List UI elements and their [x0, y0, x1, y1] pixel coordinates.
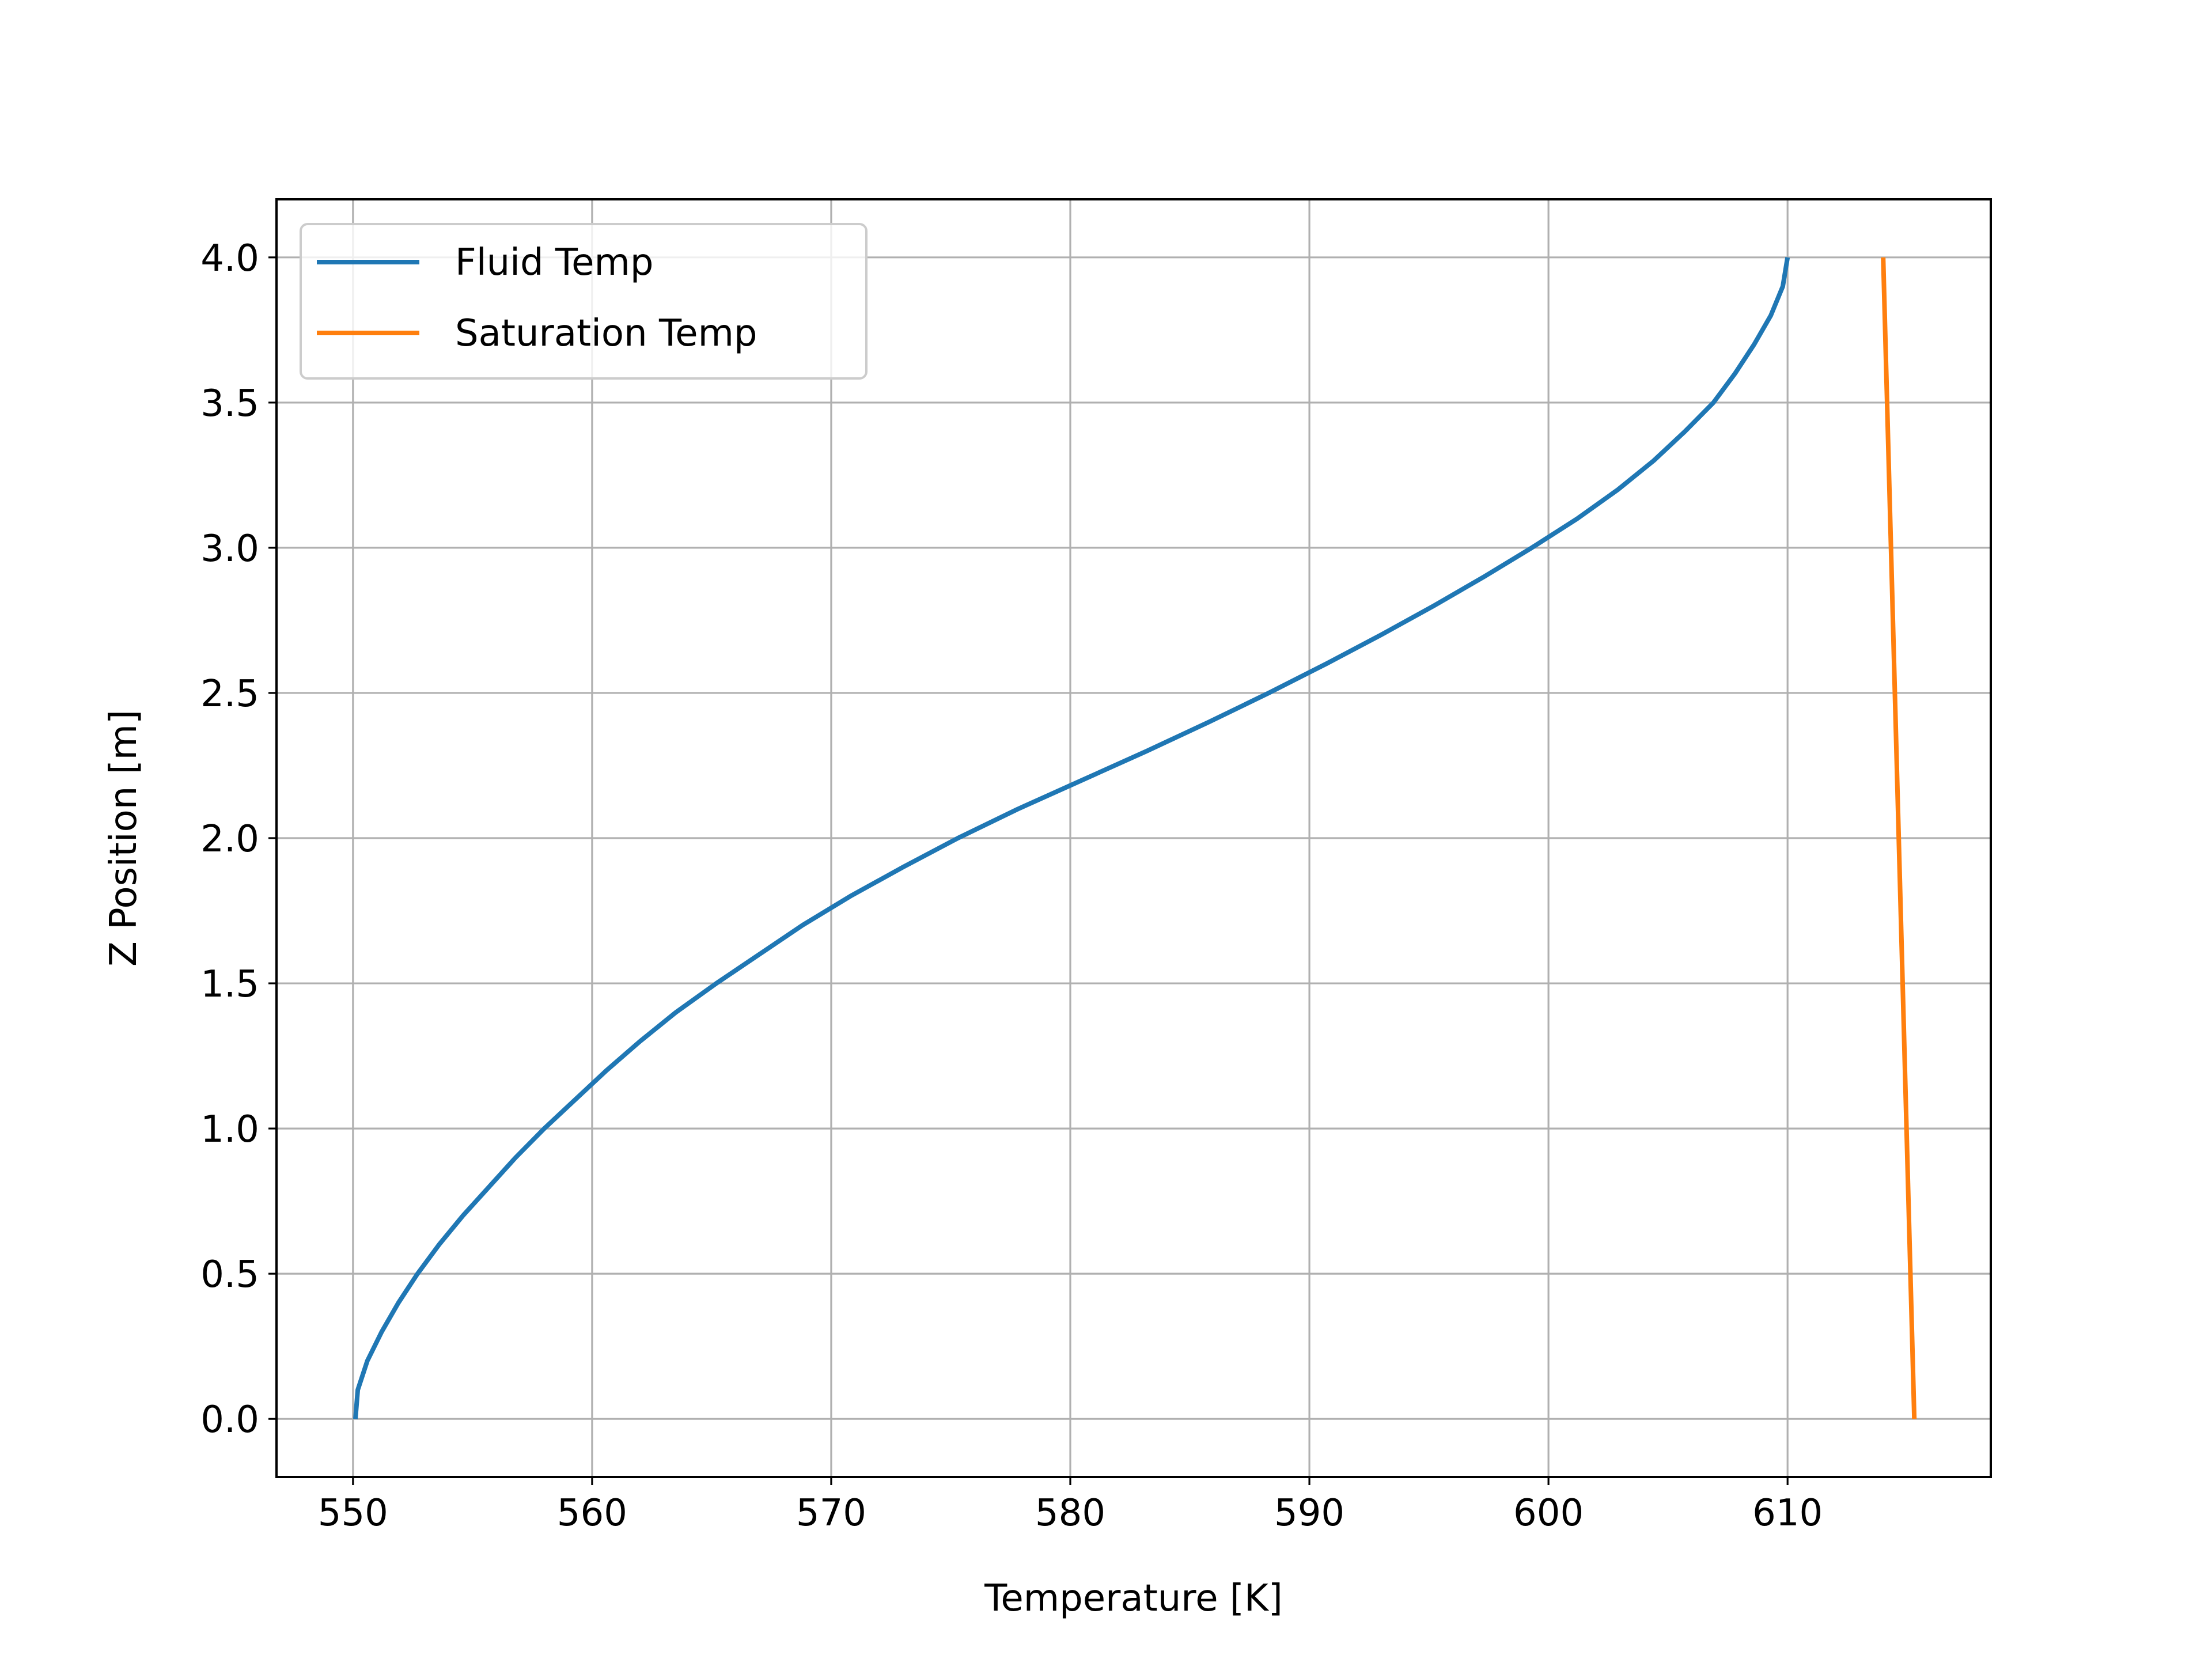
y-tick-label: 1.5	[200, 963, 259, 1006]
y-tick-label: 0.5	[200, 1253, 259, 1296]
x-tick-label: 580	[1035, 1492, 1105, 1535]
x-tick-label: 600	[1513, 1492, 1584, 1535]
x-tick-label: 590	[1274, 1492, 1344, 1535]
legend-label-saturation-temp: Saturation Temp	[455, 312, 757, 355]
legend: Fluid Temp Saturation Temp	[300, 223, 868, 380]
x-tick-label: 550	[318, 1492, 388, 1535]
x-axis: 550 560 570 580 590 600 610	[318, 1477, 1823, 1535]
y-tick-label: 1.0	[200, 1108, 259, 1151]
series-line-fluid-temp	[353, 257, 1790, 1419]
x-tick-label: 610	[1752, 1492, 1823, 1535]
legend-box	[300, 223, 868, 380]
y-tick-label: 2.5	[200, 673, 259, 715]
series-line-saturation-temp	[1881, 257, 1917, 1419]
x-tick-label: 570	[796, 1492, 866, 1535]
x-tick-label: 560	[557, 1492, 627, 1535]
x-axis-label: Temperature [K]	[984, 1577, 1283, 1620]
plot-lines	[353, 257, 1917, 1419]
grid	[276, 199, 1991, 1477]
legend-label-fluid-temp: Fluid Temp	[455, 241, 653, 284]
y-axis: 0.0 0.5 1.0 1.5 2.0 2.5 3.0 3.5 4.0	[200, 237, 276, 1441]
y-tick-label: 0.0	[200, 1399, 259, 1441]
y-tick-label: 3.5	[200, 382, 259, 425]
y-tick-label: 3.0	[200, 528, 259, 570]
y-axis-label: Z Position [m]	[103, 710, 145, 967]
y-tick-label: 4.0	[200, 237, 259, 280]
y-tick-label: 2.0	[200, 818, 259, 861]
